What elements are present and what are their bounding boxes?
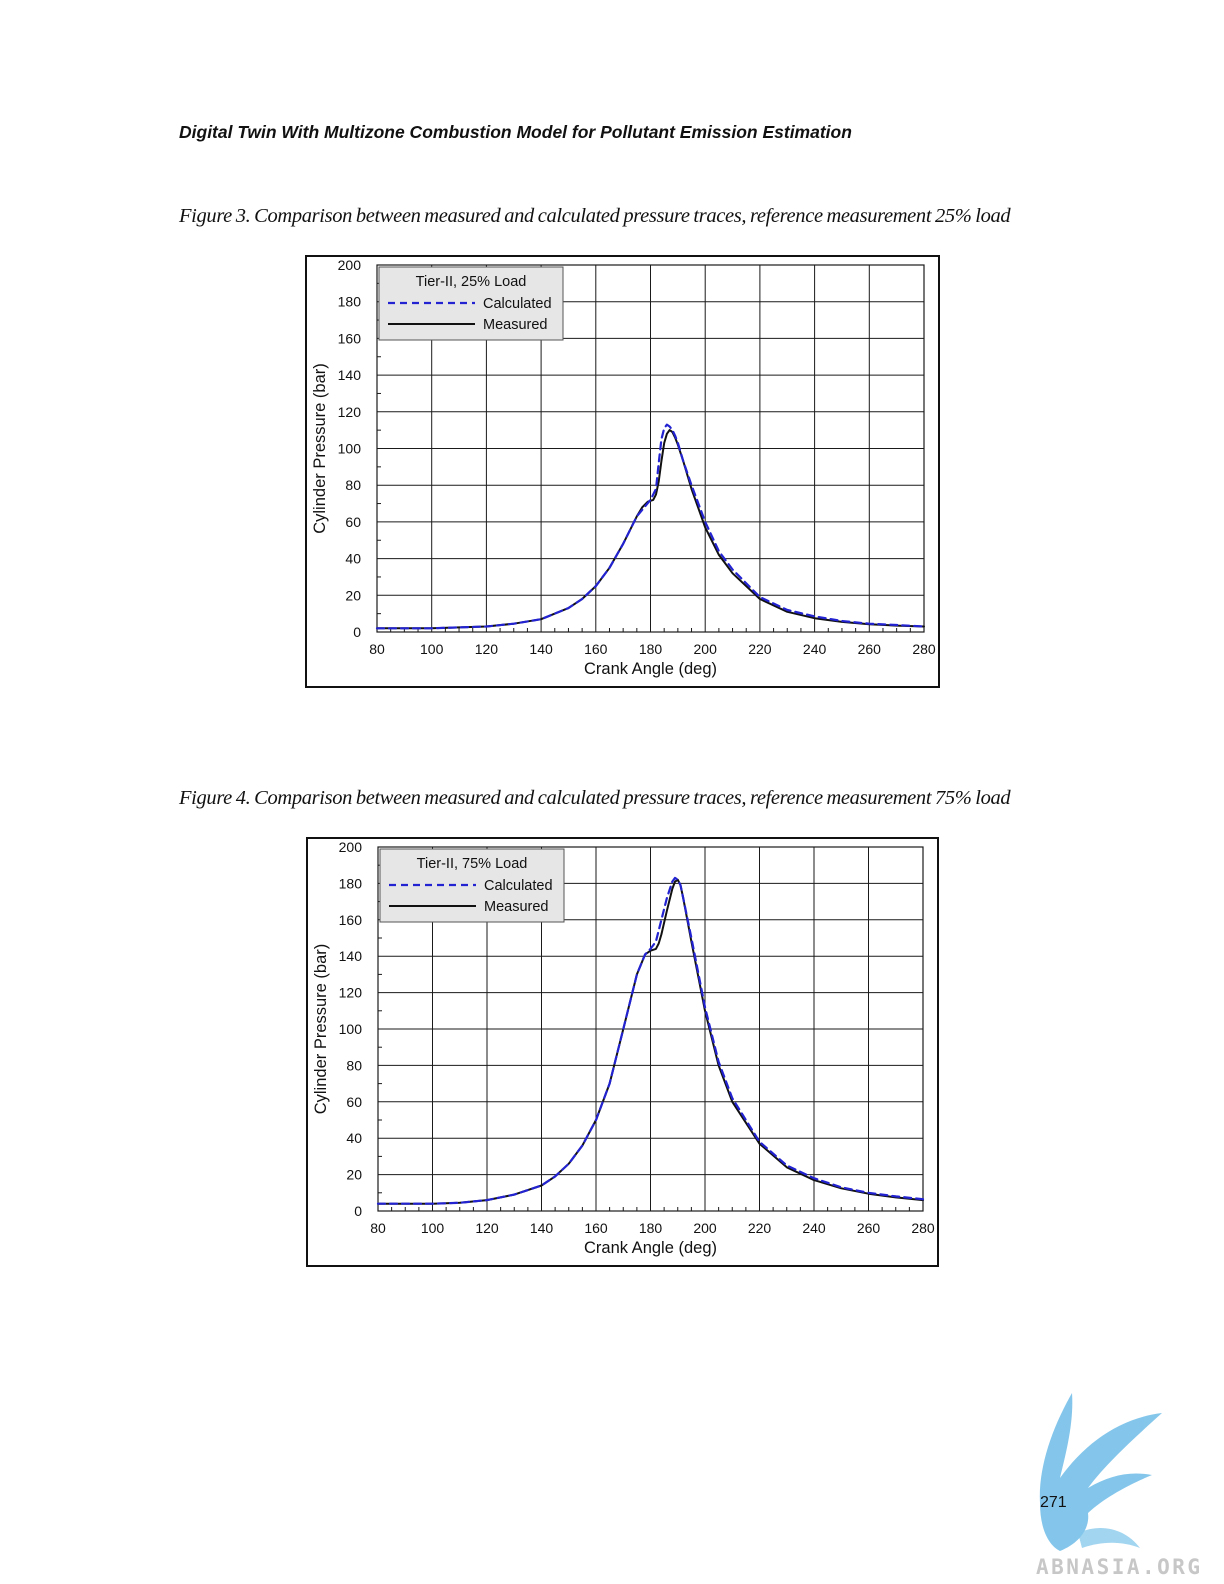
y-tick-label: 140 [339, 948, 363, 964]
page-number: 271 [1040, 1494, 1067, 1511]
figure-4-caption: Figure 4. Comparison between measured an… [179, 787, 1011, 809]
minor-ticks [378, 864, 910, 1211]
x-tick-label: 160 [584, 641, 608, 657]
y-tick-label: 60 [346, 1094, 362, 1110]
y-tick-label: 80 [345, 477, 361, 493]
legend-box [378, 266, 564, 341]
legend-box [379, 848, 565, 923]
figure-3-caption: Figure 3. Comparison between measured an… [179, 205, 1011, 227]
y-axis-label: Cylinder Pressure (bar) [311, 363, 329, 534]
legend-title: Tier-II, 75% Load [417, 856, 528, 872]
figure-3-chart: 80 100 120 140 160 180 200 220 240 260 280 0 20 40 60 8… [305, 255, 940, 688]
y-tick-label: 20 [345, 587, 361, 603]
legend-title: Tier-II, 25% Load [416, 274, 527, 290]
series-line-measured [377, 878, 924, 1205]
figure-4-chart: 80 100 120 140 160 180 200 220 240 260 280 0 20 40 60 8… [306, 837, 939, 1267]
y-tick-label: 20 [346, 1167, 362, 1183]
x-tick-label: 180 [639, 641, 663, 657]
x-tick-label: 120 [475, 1220, 499, 1236]
legend-label-calculated: Calculated [483, 296, 552, 312]
x-tick-label: 280 [911, 1220, 935, 1236]
y-tick-label: 120 [338, 404, 362, 420]
y-tick-label: 40 [345, 551, 361, 567]
chart-svg: 80 100 120 140 160 180 200 220 240 260 280 0 20 40 60 8… [311, 257, 936, 678]
x-tick-label: 100 [420, 641, 444, 657]
legend: Tier-II, 25% Load Calculated Measured [378, 266, 564, 341]
y-tick-label: 140 [338, 367, 362, 383]
x-axis-label: Crank Angle (deg) [584, 1239, 717, 1257]
x-tick-label: 280 [912, 641, 936, 657]
y-tick-label: 200 [339, 839, 363, 855]
plot-area-frame [377, 846, 924, 1212]
x-tick-label: 240 [803, 641, 827, 657]
y-tick-label: 60 [345, 514, 361, 530]
x-tick-label: 240 [802, 1220, 826, 1236]
y-tick-label: 160 [338, 330, 362, 346]
x-tick-label: 200 [694, 641, 718, 657]
x-tick-label: 200 [693, 1220, 717, 1236]
y-tick-label: 180 [339, 875, 363, 891]
y-tick-label: 100 [339, 1021, 363, 1037]
x-tick-label: 140 [530, 1220, 554, 1236]
x-tick-label: 80 [370, 1220, 386, 1236]
chart-svg: 80 100 120 140 160 180 200 220 240 260 280 0 20 40 60 8… [312, 839, 935, 1257]
x-tick-label: 180 [639, 1220, 663, 1236]
abnasia-griffin-logo [1030, 1383, 1210, 1563]
series-line-calculated [376, 876, 925, 1205]
x-tick-label: 100 [421, 1220, 445, 1236]
y-axis-label: Cylinder Pressure (bar) [312, 944, 330, 1115]
y-tick-label: 200 [338, 257, 362, 273]
y-tick-label: 100 [338, 441, 362, 457]
y-tick-label: 40 [346, 1130, 362, 1146]
running-title: Digital Twin With Multizone Combustion M… [179, 122, 852, 142]
minor-ticks [377, 282, 911, 632]
y-tick-label: 160 [339, 912, 363, 928]
series-line-calculated [375, 423, 926, 630]
y-tick-label: 80 [346, 1057, 362, 1073]
plot-area-frame [376, 264, 925, 633]
x-tick-label: 80 [369, 641, 385, 657]
legend-label-measured: Measured [483, 317, 547, 333]
x-tick-label: 260 [857, 1220, 881, 1236]
y-tick-label: 0 [353, 624, 361, 640]
y-tick-label: 180 [338, 294, 362, 310]
x-tick-label: 120 [475, 641, 499, 657]
x-tick-label: 220 [748, 641, 772, 657]
x-tick-label: 140 [529, 641, 553, 657]
x-tick-label: 260 [858, 641, 882, 657]
legend-label-measured: Measured [484, 899, 548, 915]
legend: Tier-II, 75% Load Calculated Measured [379, 848, 565, 923]
logo-wordmark: ABNASIA.ORG [1036, 1555, 1203, 1579]
x-tick-label: 220 [748, 1220, 772, 1236]
legend-label-calculated: Calculated [484, 878, 553, 894]
x-tick-label: 160 [584, 1220, 608, 1236]
y-tick-label: 120 [339, 985, 363, 1001]
y-tick-label: 0 [354, 1203, 362, 1219]
x-axis-label: Crank Angle (deg) [584, 660, 717, 678]
